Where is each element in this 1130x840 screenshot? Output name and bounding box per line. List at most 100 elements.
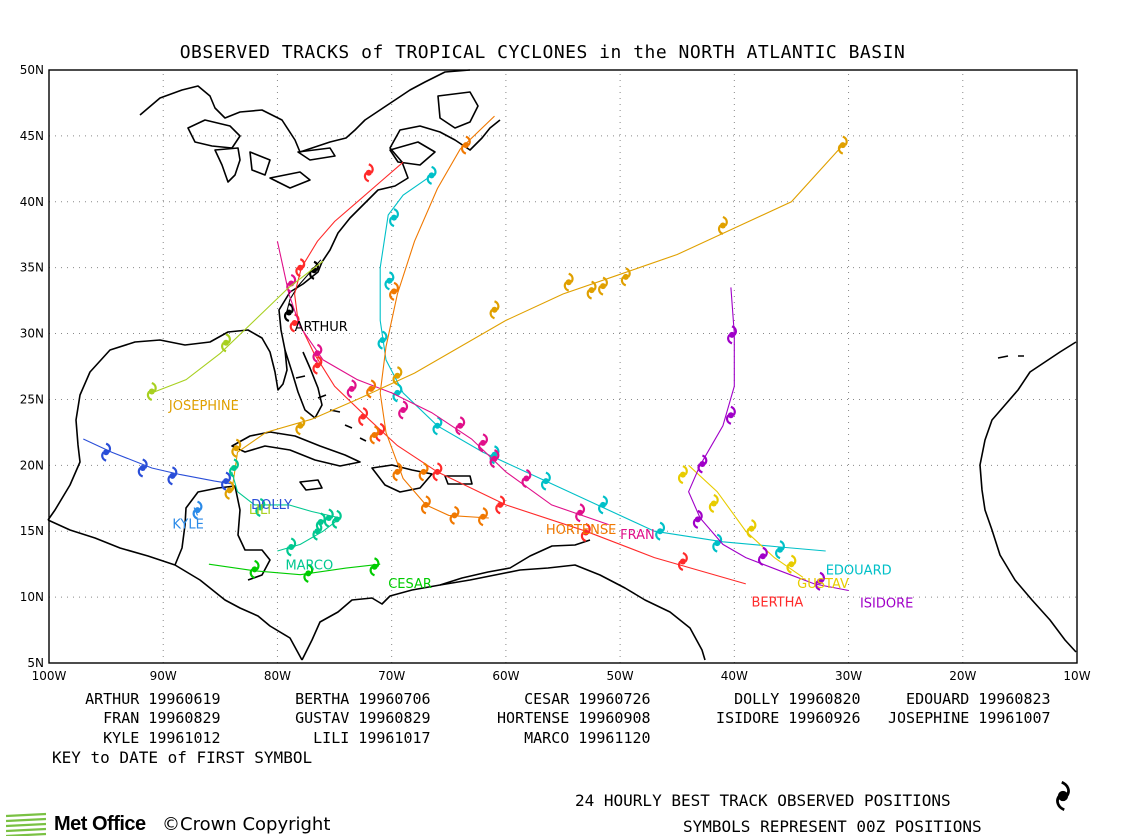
storm-label-hortense: HORTENSE [546,523,616,538]
lat-tick-label: 50N [20,63,44,77]
key-storm-date: 19961120 [569,729,651,747]
hurricane-symbol-icon [346,379,357,399]
hurricane-symbol-icon [249,559,260,579]
footer-best-track-text: 24 HOURLY BEST TRACK OBSERVED POSITIONS [575,791,951,810]
hurricane-symbol-icon [389,281,399,301]
track-dolly [83,438,232,491]
key-entry-isidore: ISIDORE 19960926 [698,709,861,727]
hurricane-symbol-icon [717,215,728,236]
hurricane-symbol-icon [725,405,736,425]
key-storm-name: KYLE [58,729,140,747]
met-office-logo: Met Office [6,811,146,837]
track-line [688,464,804,578]
key-storm-name: ISIDORE [698,709,780,727]
hurricane-symbol-icon [363,163,374,183]
hurricane-symbol-icon [712,533,723,553]
key-entry-hortense: HORTENSE 19960908 [488,709,651,727]
hurricane-symbol-icon [478,433,488,453]
hurricane-symbol-icon [692,509,703,529]
track-lili [146,260,324,402]
key-entry-josephine: JOSEPHINE 19961007 [888,709,1051,727]
track-line [379,174,826,552]
hurricane-symbol-icon [655,521,666,541]
hurricane-symbol-icon [392,383,403,403]
hurricane-symbol-icon [312,355,323,375]
storm-label-kyle: KYLE [172,518,203,533]
lat-tick-label: 25N [20,392,44,406]
key-entry-dolly: DOLLY 19960820 [698,690,861,708]
track-line [276,241,609,526]
storm-label-edouard: EDOUARD [826,564,892,579]
key-entry-fran: FRAN 19960829 [58,709,221,727]
key-storm-name: HORTENSE [488,709,570,727]
hurricane-symbol-icon [323,508,334,528]
hurricane-symbol-icon [620,267,631,287]
hurricane-icon [1056,781,1070,811]
key-storm-date: 19960619 [139,690,221,708]
hurricane-symbol-icon [478,507,488,527]
storm-label-fran: FRAN [620,528,655,543]
track-josephine [224,135,848,500]
hurricane-symbol-icon [598,495,608,515]
hurricane-symbol-icon [727,325,737,345]
lon-tick-label: 70W [378,669,405,683]
track-isidore [687,287,849,592]
key-storm-date: 19960829 [349,709,431,727]
lon-tick-label: 90W [150,669,177,683]
hurricane-symbol-icon [815,571,825,591]
copyright-text: ©Crown Copyright [162,814,331,835]
storm-label-josephine: JOSEPHINE [168,399,239,414]
hurricane-symbol-icon [369,557,380,577]
key-storm-name: FRAN [58,709,140,727]
hurricane-symbol-icon [389,208,399,228]
hurricane-symbol-icon [455,416,466,436]
map-frame [48,69,1078,664]
hurricane-symbol-icon [255,497,266,518]
hurricane-symbol-icon [460,135,471,155]
storm-label-marco: MARCO [285,558,333,573]
track-line [294,161,746,585]
track-hortense [366,115,495,527]
storm-label-arthur: ARTHUR [295,320,348,335]
key-storm-name: DOLLY [698,690,780,708]
track-marco [229,458,342,557]
key-storm-date: 19960820 [779,690,861,708]
hurricane-symbol-icon [167,466,178,486]
hurricane-symbol-icon [315,512,326,532]
key-storm-name: GUSTAV [268,709,350,727]
hurricane-symbol-icon [432,462,443,482]
hurricane-symbol-icon [786,554,797,574]
lat-tick-label: 45N [20,129,44,143]
hurricane-symbol-icon [392,366,403,386]
key-storm-date: 19960726 [569,690,651,708]
hurricane-symbol-icon [432,416,443,436]
lon-tick-label: 100W [32,669,67,683]
hurricane-symbol-icon [369,425,380,445]
lon-tick-label: 60W [492,669,519,683]
track-gustav [677,464,804,578]
track-bertha [289,161,746,585]
lon-tick-label: 30W [835,669,862,683]
lon-tick-label: 40W [721,669,748,683]
storm-labels: ARTHUR BERTHA CESAR DOLLY EDOUARD FRAN GUSTAV H… [168,320,913,612]
hurricane-symbol-icon [289,313,300,333]
key-storm-date: 19961017 [349,729,431,747]
hurricane-symbol-icon [377,330,388,350]
key-storm-date: 19961012 [139,729,221,747]
map-title: OBSERVED TRACKS of TROPICAL CYCLONES in … [179,42,906,63]
key-storm-date: 19960706 [349,690,431,708]
key-storm-name: JOSEPHINE [888,709,970,727]
hurricane-symbol-icon [101,442,112,462]
key-entry-edouard: EDOUARD 19960823 [888,690,1051,708]
key-storm-date: 19961007 [969,709,1051,727]
key-storm-name: BERTHA [268,690,350,708]
track-fran [276,241,609,526]
track-line [151,260,324,394]
key-storm-date: 19960829 [139,709,221,727]
hurricane-symbol-icon [418,462,429,482]
key-entry-marco: MARCO 19961120 [488,729,651,747]
lat-tick-label: 15N [20,524,44,538]
hurricane-symbol-icon [598,276,608,296]
